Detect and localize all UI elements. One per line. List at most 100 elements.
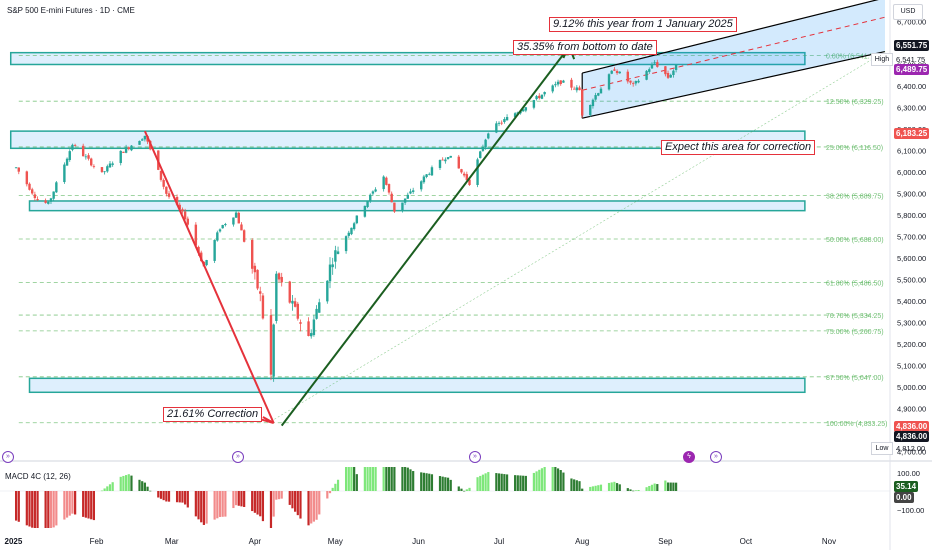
candle-body	[422, 176, 426, 183]
candle-body	[355, 215, 359, 224]
macd-bar	[562, 472, 565, 491]
macd-tick-label: −100.00	[897, 506, 924, 515]
candle-body	[366, 201, 369, 207]
macd-bar	[291, 491, 294, 509]
candle-body	[387, 184, 391, 193]
macd-bar	[409, 469, 412, 491]
candle-body	[631, 83, 635, 85]
candle-body	[500, 122, 503, 124]
macd-bar	[599, 484, 603, 491]
event-pin-icon[interactable]: »	[2, 451, 14, 463]
macd-bar	[221, 491, 224, 517]
macd-bar	[387, 467, 391, 491]
candle-body	[559, 80, 562, 85]
macd-bar	[559, 470, 562, 491]
event-pin-icon[interactable]: »	[710, 451, 722, 463]
candle-body	[385, 177, 388, 185]
macd-bar	[460, 488, 463, 491]
candle-body	[336, 251, 340, 254]
macd-bar	[634, 490, 637, 491]
macd-bar	[438, 476, 442, 491]
event-pin-icon[interactable]: »	[232, 451, 244, 463]
y-tick-label: 6,000.00	[897, 168, 926, 177]
macd-bar	[393, 467, 396, 491]
macd-bar	[422, 472, 426, 491]
macd-bar	[535, 471, 538, 491]
candle-body	[119, 150, 122, 164]
candle-body	[221, 225, 224, 229]
low-price: 4,812.00	[896, 444, 926, 453]
fib-level-label: 70.70% (5,334.25)	[826, 313, 884, 320]
candle-body	[626, 71, 630, 82]
y-tick-label: 6,400.00	[897, 82, 926, 91]
candle-body	[111, 163, 114, 165]
macd-bar	[650, 484, 654, 491]
candle-body	[572, 88, 576, 90]
macd-bar	[240, 491, 243, 507]
candle-body	[666, 72, 670, 78]
macd-bar	[570, 478, 573, 491]
candle-body	[167, 193, 171, 197]
candle-body	[578, 87, 581, 91]
macd-bar	[157, 491, 160, 498]
macd-value-tag: 35.14	[894, 481, 919, 492]
candle-body	[589, 104, 592, 116]
y-tick-label: 5,300.00	[897, 318, 926, 327]
macd-bar	[82, 491, 85, 517]
channel-midline	[582, 16, 886, 91]
candle-body	[575, 87, 579, 91]
candle-body	[468, 179, 471, 186]
macd-bar	[441, 476, 444, 491]
candle-body	[650, 64, 654, 69]
macd-histogram	[14, 467, 678, 528]
event-pin-icon[interactable]: »	[469, 451, 481, 463]
y-tick-label: 5,000.00	[897, 383, 926, 392]
currency-button[interactable]: USD	[893, 4, 923, 20]
macd-bar	[406, 467, 409, 491]
macd-bar	[68, 491, 71, 516]
macd-bar	[103, 488, 106, 491]
candle-body	[68, 151, 71, 160]
candle-body	[449, 155, 452, 158]
bottom-annotation: 35.35% from bottom to date	[513, 40, 657, 55]
macd-bar	[87, 491, 90, 519]
y-tick-label: 5,800.00	[897, 211, 926, 220]
macd-bar	[71, 491, 74, 514]
candle-body	[242, 230, 246, 242]
candle-body	[240, 224, 243, 231]
candle-body	[334, 250, 337, 262]
macd-bar	[84, 491, 87, 518]
macd-bar	[272, 491, 275, 517]
candle-body	[446, 157, 450, 160]
macd-bar	[141, 481, 144, 491]
macd-bar	[205, 491, 208, 524]
macd-bar	[353, 467, 356, 491]
candle-body	[312, 319, 316, 336]
candle-body	[363, 205, 367, 217]
macd-bar	[326, 491, 329, 499]
macd-bar	[17, 491, 20, 522]
x-tick-label: Aug	[575, 537, 589, 546]
macd-bar	[159, 491, 163, 499]
macd-bar	[369, 467, 372, 491]
y-tick-label: 4,700.00	[897, 447, 926, 456]
ytd-annotation: 9.12% this year from 1 January 2025	[549, 17, 737, 32]
candle-body	[597, 93, 600, 96]
candle-body	[532, 100, 536, 108]
candle-body	[224, 224, 227, 226]
lightning-icon[interactable]: ϟ	[683, 451, 695, 463]
macd-bar	[591, 486, 595, 491]
candle-body	[513, 113, 517, 118]
fib-level-label: 25.00% (6,116.50)	[826, 145, 883, 152]
support-zone	[9, 130, 806, 150]
macd-bar	[497, 473, 501, 491]
x-tick-label: Sep	[658, 537, 673, 546]
candle-body	[291, 300, 294, 304]
candle-body	[401, 202, 404, 212]
candle-body	[49, 198, 53, 202]
candle-body	[648, 69, 651, 72]
macd-bar	[374, 467, 377, 491]
candle-body	[44, 200, 47, 203]
